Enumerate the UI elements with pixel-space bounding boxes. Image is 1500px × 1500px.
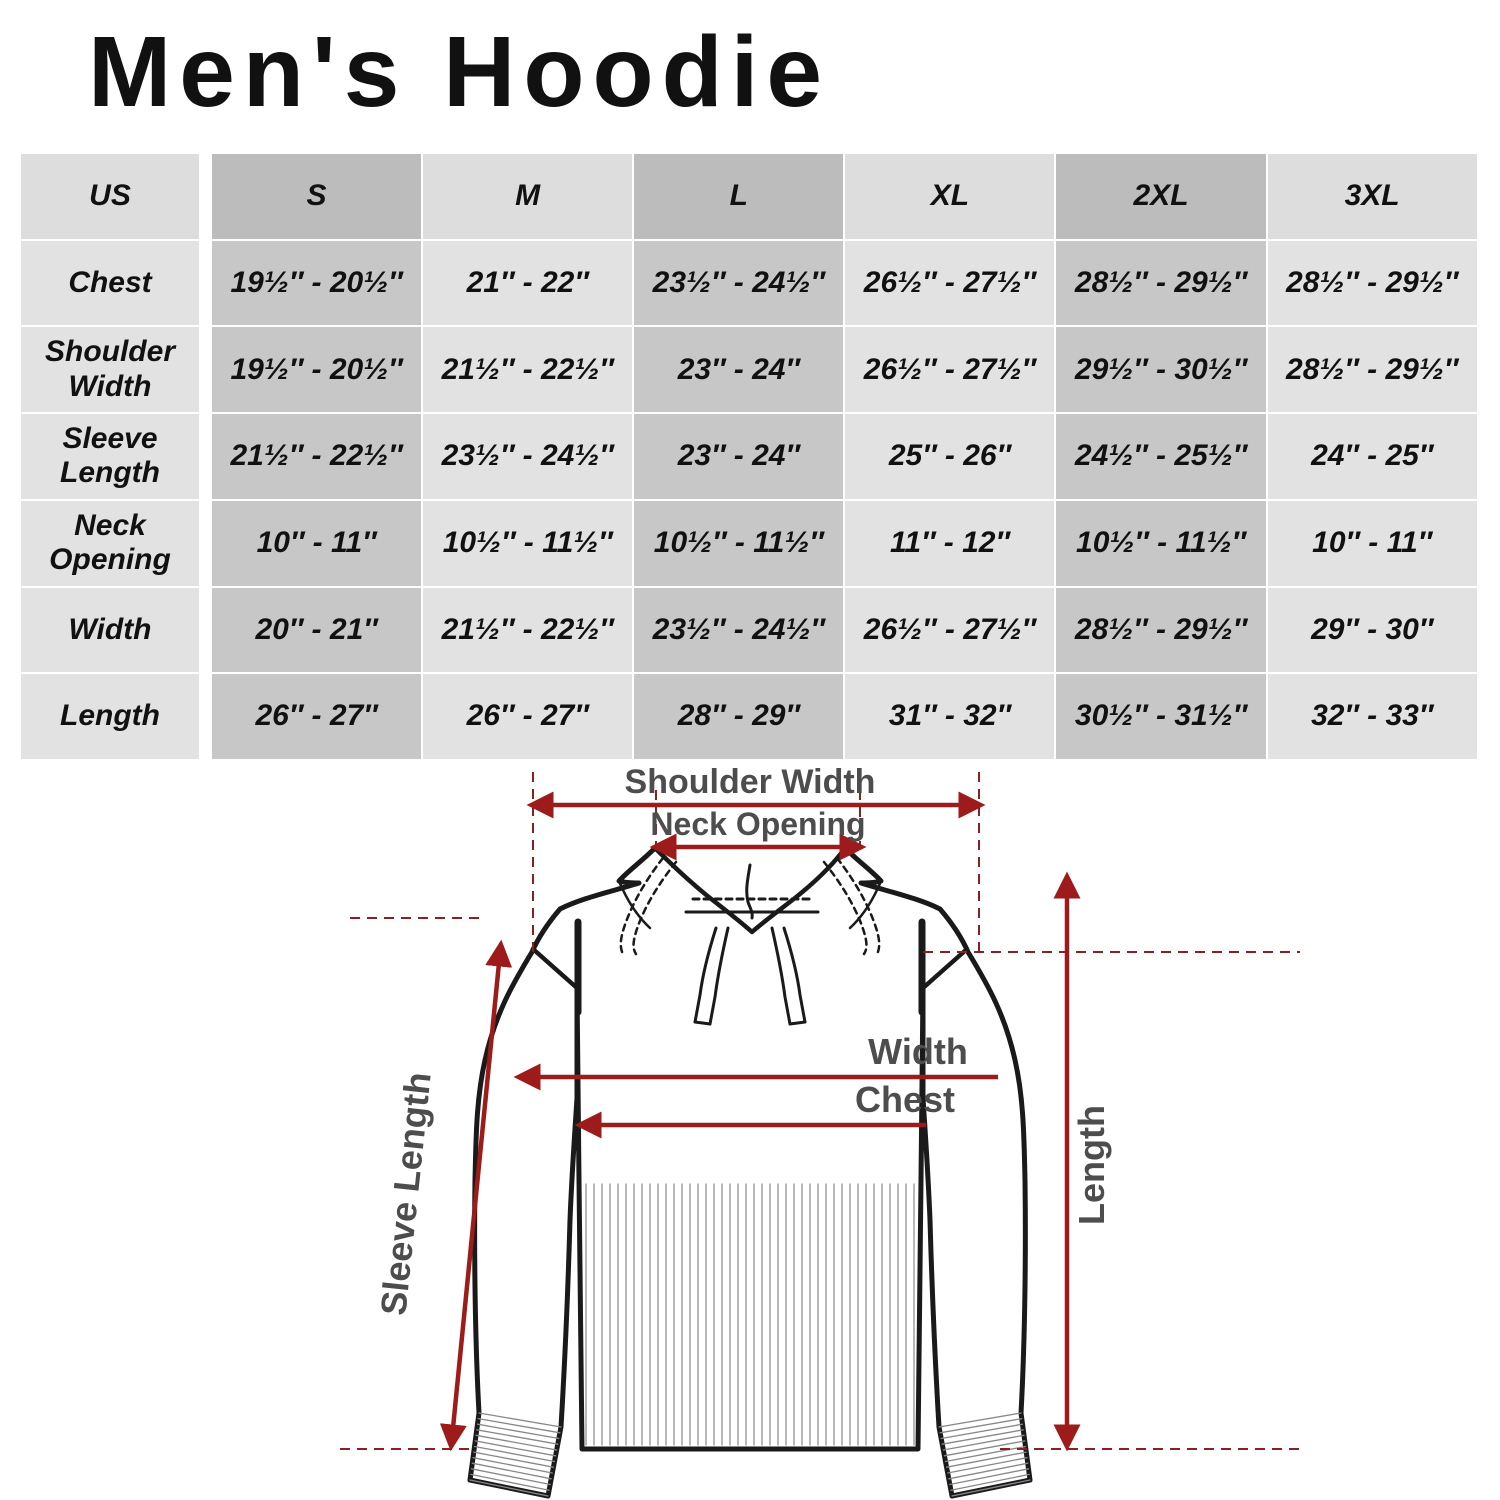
svg-text:Chest: Chest	[855, 1079, 955, 1120]
svg-text:Neck Opening: Neck Opening	[650, 806, 865, 842]
svg-text:Shoulder Width: Shoulder Width	[625, 763, 876, 801]
svg-text:Width: Width	[868, 1031, 968, 1072]
svg-text:Length: Length	[1071, 1105, 1112, 1225]
svg-text:Sleeve Length: Sleeve Length	[372, 1070, 438, 1317]
